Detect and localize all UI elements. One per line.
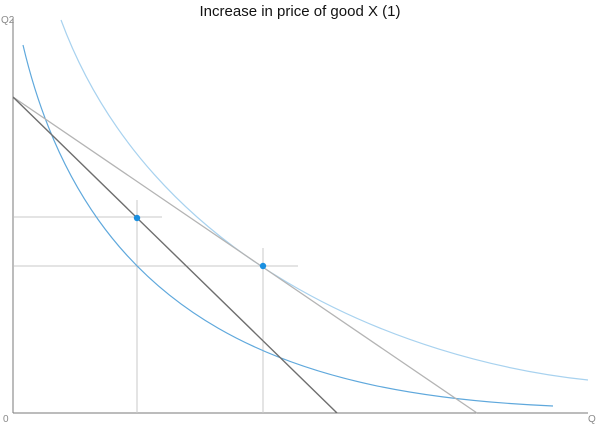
optimum-point-a xyxy=(133,214,141,222)
budget-line-original xyxy=(12,96,478,414)
y-axis-label: Q2 xyxy=(1,15,15,26)
indifference-curve-high xyxy=(60,19,589,381)
x-axis-label: Q xyxy=(588,414,596,425)
indifference-curve-low xyxy=(22,44,554,407)
budget-line-new xyxy=(12,96,338,414)
origin-label: 0 xyxy=(3,414,9,425)
optimum-point-b xyxy=(259,262,267,270)
diagram-title: Increase in price of good X (1) xyxy=(200,3,401,20)
